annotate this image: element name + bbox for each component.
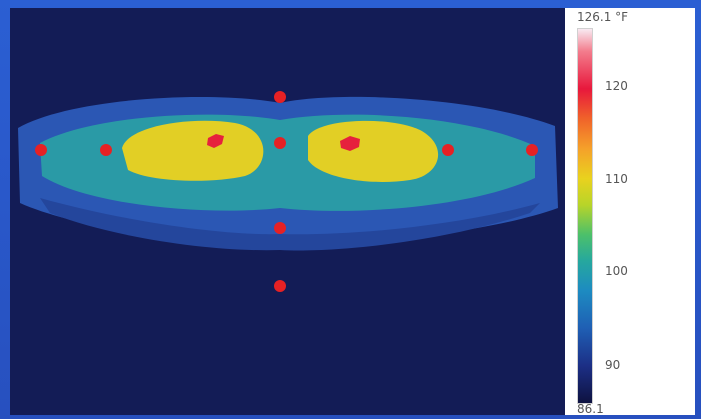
scale-min-label: 86.1 [577, 402, 604, 415]
scale-tick-90: 90 [605, 358, 621, 372]
scale-tick-100: 100 [605, 264, 628, 278]
marker-bottom [274, 280, 286, 292]
color-bar [577, 28, 593, 404]
scale-max-label: 126.1 °F [577, 10, 629, 24]
left-warm-zone [122, 120, 264, 181]
right-hot-spot [340, 136, 360, 151]
marker-center [274, 137, 286, 149]
thermal-graphic [18, 91, 558, 292]
marker-right [442, 144, 454, 156]
thermal-image [10, 8, 565, 415]
lower-heat-fringe [40, 198, 540, 251]
marker-far-right [526, 144, 538, 156]
marker-left [100, 144, 112, 156]
right-warm-zone [308, 120, 439, 182]
scale-tick-120: 120 [605, 79, 628, 93]
marker-top [274, 91, 286, 103]
marker-below-center [274, 222, 286, 234]
scale-tick-110: 110 [605, 172, 628, 186]
marker-far-left [35, 144, 47, 156]
left-hot-spot [207, 134, 224, 148]
temperature-scale: 126.1 °F 120 110 100 90 86.1 [565, 8, 695, 415]
thermal-figure: 126.1 °F 120 110 100 90 86.1 [10, 8, 695, 415]
middle-heat-band [40, 114, 535, 211]
